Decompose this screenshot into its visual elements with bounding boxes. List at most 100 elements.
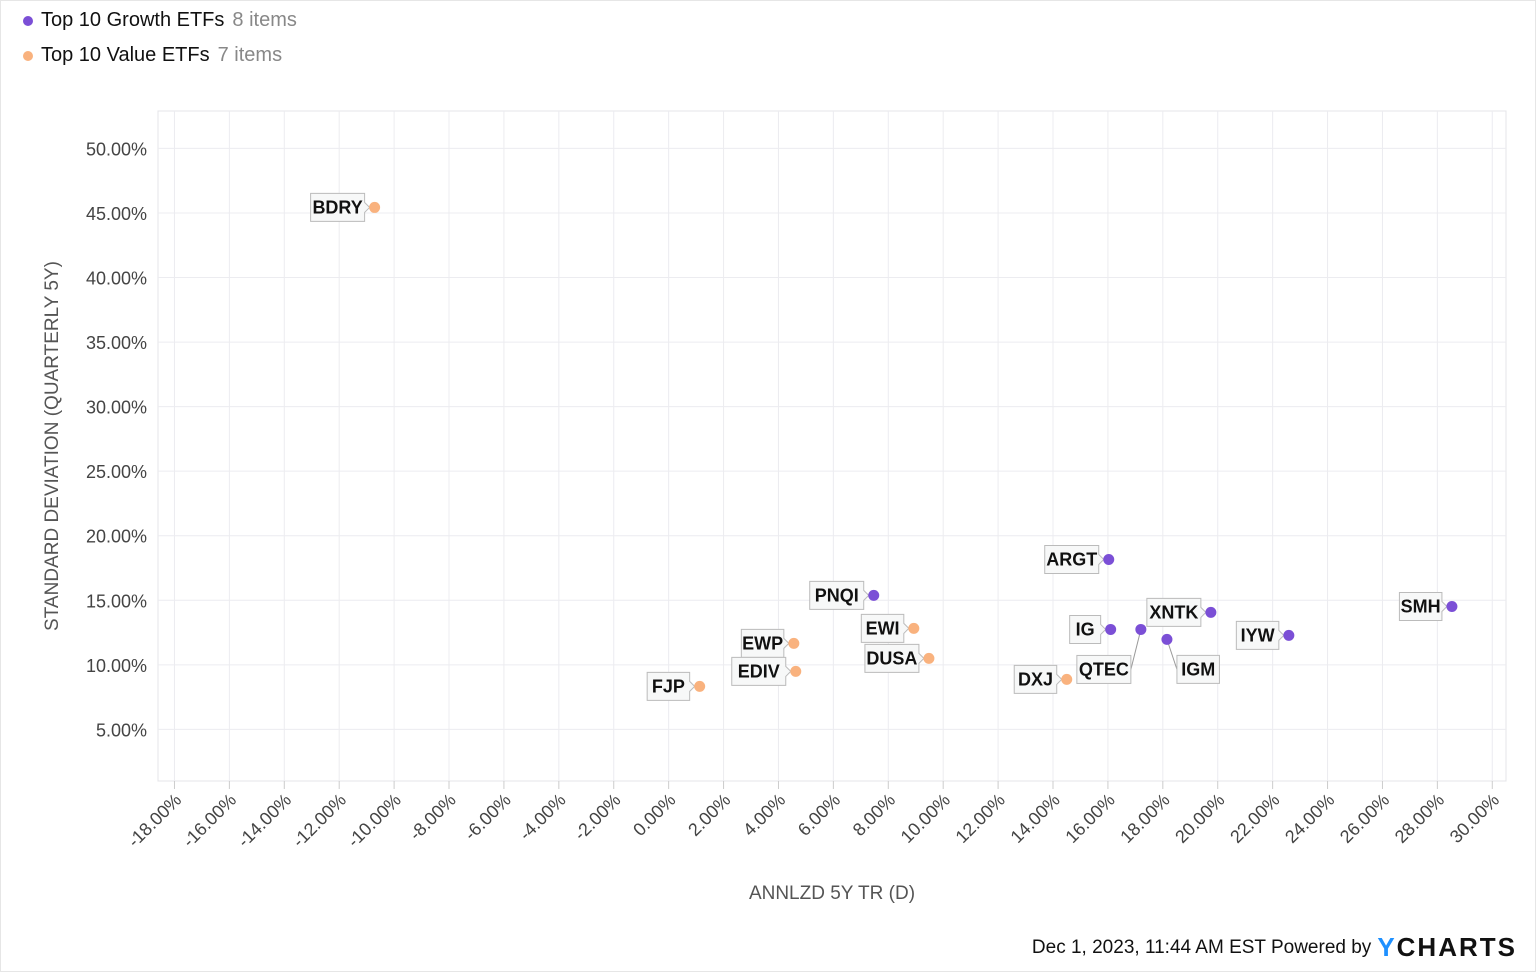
y-tick-label: 35.00% [86,333,147,353]
data-point [694,680,706,692]
y-tick-label: 15.00% [86,591,147,611]
legend-dot-icon [23,15,33,26]
y-tick-label: 20.00% [86,527,147,547]
data-label-box [646,671,696,701]
data-point [1103,553,1115,565]
label-leader-line [1130,629,1142,670]
x-tick-label: 6.00% [794,790,844,840]
ycharts-logo[interactable]: YCHARTS [1377,932,1517,962]
data-label: BDRY [312,197,362,217]
point-group-ewi[interactable]: EWI [860,613,920,643]
data-label: DXJ [1018,669,1053,689]
data-label-box [731,656,792,686]
x-tick-label: -12.00% [288,790,350,852]
data-label: IG [1076,619,1095,639]
data-label-box [1398,591,1448,621]
x-tick-label: -8.00% [405,790,459,844]
x-tick-label: 4.00% [739,790,789,840]
point-group-iyw[interactable]: IYW [1235,620,1295,650]
x-tick-label: 20.00% [1171,790,1228,847]
timestamp: Dec 1, 2023, 11:44 AM EST Powered by [1031,936,1372,958]
y-tick-label: 30.00% [86,398,147,418]
data-point [1205,606,1217,618]
point-group-ig[interactable]: IG [1069,614,1117,644]
x-tick-label: -6.00% [460,790,514,844]
point-group-dusa[interactable]: DUSA [864,643,935,673]
legend-item-value[interactable]: Top 10 Value ETFs 7 items [23,44,282,67]
x-tick-label: -10.00% [343,790,405,852]
y-axis-title: STANDARD DEVIATION (QUARTERLY 5Y) [42,261,63,631]
data-label-box [1013,664,1063,694]
data-label-box [864,643,925,673]
x-tick-label: 26.00% [1336,790,1393,847]
point-group-dxj[interactable]: DXJ [1013,664,1073,694]
footer: Dec 1, 2023, 11:44 AM EST Powered by YCH… [1032,932,1517,963]
x-tick-label: 0.00% [629,790,679,840]
data-label: QTEC [1079,659,1129,679]
plot-area [157,110,1507,782]
data-point [868,589,880,601]
x-tick-label: 24.00% [1281,790,1338,847]
x-tick-label: -18.00% [124,790,186,852]
point-group-smh[interactable]: SMH [1398,591,1458,621]
y-tick-label: 40.00% [86,269,147,289]
data-label-box [1146,597,1207,627]
data-label-box [1176,654,1220,684]
y-tick-label: 10.00% [86,656,147,676]
x-tick-label: 14.00% [1007,790,1064,847]
x-tick-label: -16.00% [179,790,241,852]
data-point [923,652,935,664]
y-tick-label: 5.00% [96,720,147,740]
data-label-box [809,580,870,610]
data-point [788,637,800,649]
data-point [1135,623,1147,635]
legend-label: Top 10 Growth ETFs [41,9,225,31]
data-point [1283,629,1295,641]
x-axis-title: ANNLZD 5Y TR (D) [749,883,915,904]
data-label: EWI [866,618,900,638]
data-label: DUSA [866,648,917,668]
point-group-igm[interactable]: IGM [1161,633,1220,684]
point-group-ewp[interactable]: EWP [740,628,800,658]
data-point [1161,633,1173,645]
data-label-box [1235,620,1285,650]
data-label: EWP [742,633,783,653]
legend-item-growth[interactable]: Top 10 Growth ETFs 8 items [23,9,297,32]
data-label: ARGT [1046,549,1097,569]
data-label-box [1069,614,1107,644]
x-tick-label: 22.00% [1226,790,1283,847]
data-label-box [310,192,371,222]
data-point [908,622,920,634]
point-group-xntk[interactable]: XNTK [1146,597,1217,627]
data-point [1061,673,1073,685]
x-tick-label: -4.00% [515,790,569,844]
data-point [369,201,381,213]
point-group-argt[interactable]: ARGT [1044,544,1115,574]
data-label-box [1076,654,1132,684]
point-group-qtec[interactable]: QTEC [1076,623,1147,684]
data-label: EDIV [738,661,780,681]
data-point [790,665,802,677]
x-tick-label: 10.00% [897,790,954,847]
x-tick-label: 28.00% [1391,790,1448,847]
x-tick-label: 18.00% [1116,790,1173,847]
data-label-box [1044,544,1105,574]
point-group-pnqi[interactable]: PNQI [809,580,880,610]
data-point [1446,600,1458,612]
x-tick-label: 16.00% [1061,790,1118,847]
x-tick-label: -2.00% [570,790,624,844]
data-point [1105,623,1117,635]
point-group-ediv[interactable]: EDIV [731,656,802,686]
data-label: SMH [1401,596,1441,616]
point-group-fjp[interactable]: FJP [646,671,706,701]
data-label: XNTK [1149,602,1198,622]
legend-dot-icon [23,50,33,61]
x-tick-label: 12.00% [952,790,1009,847]
legend-label: Top 10 Value ETFs [41,44,210,66]
y-tick-label: 50.00% [86,139,147,159]
point-group-bdry[interactable]: BDRY [310,192,381,222]
data-label: PNQI [815,585,859,605]
data-label: IYW [1241,625,1275,645]
data-label-box [860,613,910,643]
